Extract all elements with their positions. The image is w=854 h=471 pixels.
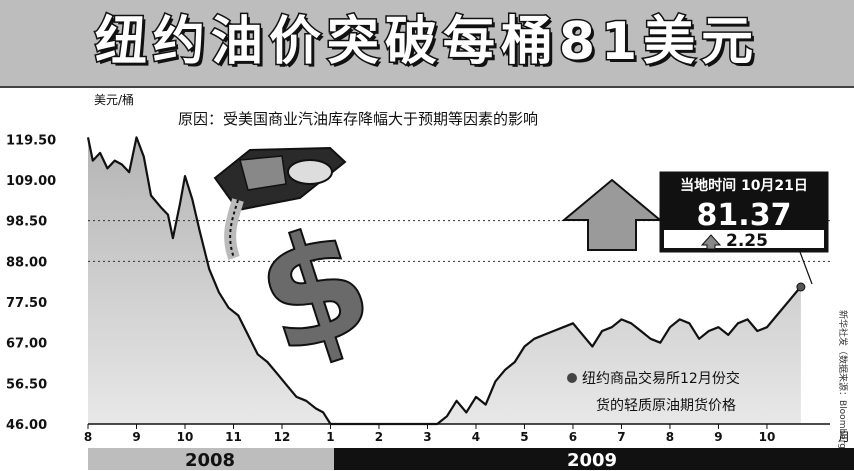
y-tick-label: 109.00 [6,174,56,189]
x-tick-label: 7 [617,430,625,444]
title-banner: 纽约油价突破每桶81美元 [0,0,854,88]
callout-leader [799,251,813,285]
y-tick-label: 119.50 [6,133,56,148]
x-tick-label: 8 [666,430,674,444]
x-tick-label: 9 [714,430,722,444]
fuel-nozzle-illustration [213,146,347,260]
x-tick-label: 2 [375,430,383,444]
year-label-2008: 2008 [185,450,235,471]
page-title: 纽约油价突破每桶81美元 [93,11,760,74]
x-tick-label: 4 [472,430,480,444]
y-tick-label: 56.50 [6,377,47,392]
x-tick-label: 1 [326,430,334,444]
subtitle: 原因：受美国商业汽油库存降幅大于预期等因素的影响 [178,110,538,128]
year-band-2009 [334,448,854,470]
y-tick-label: 98.50 [6,215,47,230]
legend-label-2: 货的轻质原油期货价格 [596,397,736,414]
y-tick-label: 67.00 [6,337,47,352]
callout-price: 81.37 [697,198,792,233]
y-tick-label: 46.00 [6,418,47,433]
x-tick-label: 3 [423,430,431,444]
up-arrow-icon [561,178,663,251]
x-axis-end-label: 月 [838,430,850,444]
y-tick-label: 88.00 [6,255,47,270]
y-tick-label: 77.50 [6,296,47,311]
legend-label-1: 纽约商品交易所12月份交 [582,370,740,387]
x-tick-label: 9 [132,430,140,444]
legend-marker [567,373,577,383]
source-credit: 新华社发（数据来源：Bloomberg） [837,310,849,458]
latest-point [796,282,806,292]
callout-change: 2.25 [726,231,768,251]
x-tick-label: 12 [274,430,291,444]
y-axis-label: 美元/桶 [94,92,134,107]
price-line [86,136,802,426]
callout-date: 当地时间 10月21日 [680,177,808,194]
x-tick-label: 10 [759,430,776,444]
year-label-2009: 2009 [567,450,617,471]
x-tick-label: 8 [84,430,92,444]
year-band-2008 [88,448,334,470]
x-tick-label: 6 [569,430,577,444]
change-up-icon [700,234,722,250]
x-tick-label: 11 [225,430,242,444]
price-area-fill [88,137,801,424]
x-tick-label: 10 [177,430,194,444]
x-tick-label: 5 [520,430,528,444]
price-callout: 当地时间 10月21日 81.37 2.25 [659,171,829,253]
